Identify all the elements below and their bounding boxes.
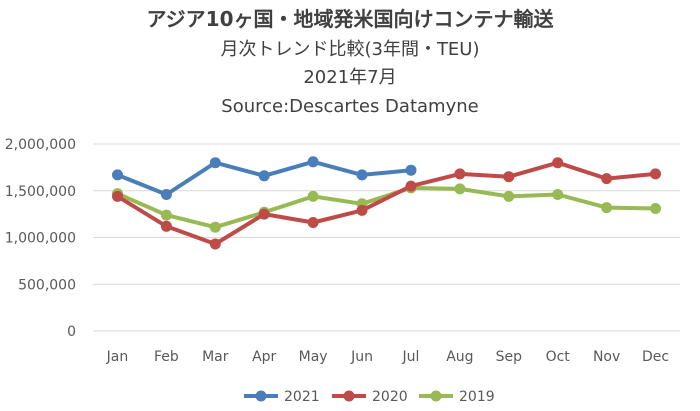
data-point — [160, 220, 172, 232]
data-point — [454, 183, 466, 195]
x-tick-label: Oct — [546, 349, 571, 365]
data-point — [307, 190, 319, 202]
data-point — [258, 170, 270, 182]
x-tick-label: Aug — [446, 349, 473, 365]
data-point — [112, 190, 123, 202]
y-tick-label: 1,000,000 — [5, 231, 76, 247]
series-line — [115, 160, 658, 246]
gridlines — [93, 143, 680, 332]
data-point — [209, 157, 221, 169]
chart-subtitle-1: 月次トレンド比較(3年間・TEU) — [220, 39, 479, 60]
legend-item: 2020 — [332, 389, 408, 405]
x-tick-label: Sep — [496, 349, 523, 365]
data-point — [601, 202, 613, 214]
data-point — [160, 209, 172, 221]
legend-item: 2021 — [244, 389, 320, 405]
x-axis-ticks: Jan Feb Mar Apr May Jun Jul Aug Sep Oct Nov Dec — [106, 349, 669, 365]
data-point — [356, 204, 368, 216]
data-point — [650, 203, 661, 214]
x-tick-label: Jul — [402, 349, 420, 365]
legend-item: 2019 — [419, 389, 495, 405]
x-tick-label: Dec — [642, 349, 669, 365]
x-tick-label: May — [299, 349, 328, 365]
x-tick-label: Feb — [154, 349, 179, 365]
legend-swatch-marker — [255, 390, 267, 402]
x-tick-label: Jan — [106, 349, 129, 365]
data-point — [356, 169, 368, 181]
y-tick-label: 1,500,000 — [5, 184, 76, 200]
chart-title: アジア10ヶ国・地域発米国向けコンテナ輸送 — [146, 7, 554, 31]
chart-subtitle-2: 2021年7月 — [303, 67, 396, 88]
series-line — [115, 185, 658, 230]
y-tick-label: 2,000,000 — [5, 137, 76, 153]
chart-subtitle-3: Source:Descartes Datamyne — [221, 96, 478, 117]
y-axis-ticks: 0 500,000 1,000,000 1,500,000 2,000,000 — [5, 137, 76, 340]
data-point — [650, 168, 661, 180]
data-point — [552, 157, 564, 169]
series-2021 — [112, 156, 417, 200]
data-point — [503, 190, 515, 202]
x-tick-label: Apr — [252, 349, 276, 365]
data-point — [160, 189, 172, 200]
data-point — [307, 217, 319, 228]
y-tick-label: 0 — [67, 324, 76, 340]
data-point — [405, 164, 417, 176]
data-point — [405, 180, 417, 192]
y-tick-label: 500,000 — [18, 277, 76, 293]
data-point — [112, 169, 123, 181]
data-point — [454, 168, 466, 180]
x-tick-label: Mar — [202, 349, 229, 365]
legend-label: 2021 — [284, 389, 320, 405]
plot-area — [112, 156, 661, 250]
legend: 2021 2020 2019 — [244, 389, 495, 405]
data-point — [209, 221, 221, 233]
data-point — [209, 238, 221, 250]
data-point — [503, 171, 515, 183]
data-point — [307, 156, 319, 168]
x-tick-label: Nov — [593, 349, 620, 365]
data-point — [258, 208, 270, 220]
data-point — [552, 189, 564, 200]
data-point — [601, 173, 613, 185]
x-tick-label: Jun — [350, 349, 373, 365]
legend-label: 2019 — [459, 389, 495, 405]
legend-swatch-marker — [430, 390, 442, 402]
legend-swatch-marker — [343, 390, 355, 402]
series-2019 — [112, 182, 661, 233]
series-2020 — [112, 157, 661, 250]
legend-label: 2020 — [372, 389, 408, 405]
